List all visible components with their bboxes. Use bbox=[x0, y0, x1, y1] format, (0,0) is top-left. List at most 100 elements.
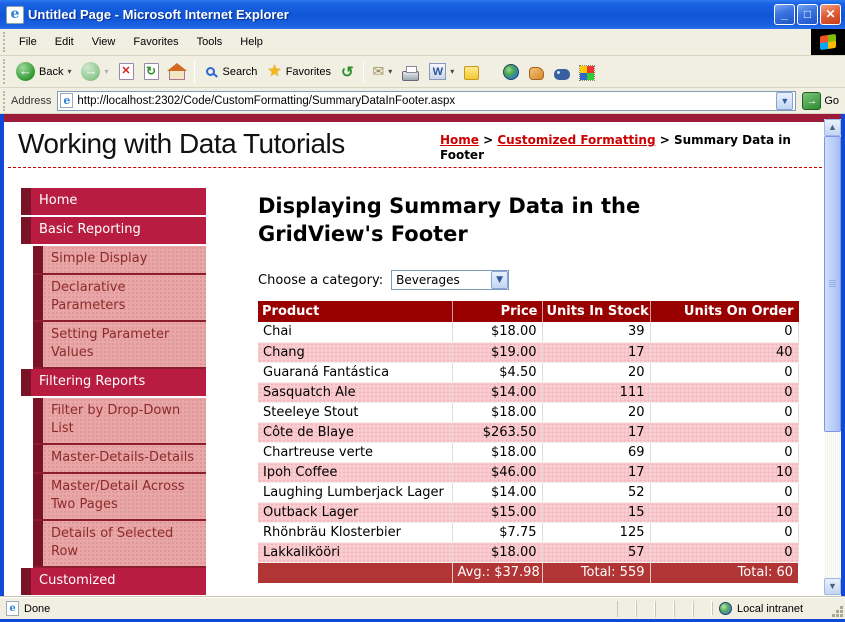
extra-tool-button[interactable] bbox=[524, 61, 549, 83]
status-pane bbox=[674, 600, 693, 617]
toolbar-separator bbox=[193, 60, 195, 83]
menu-item-tools[interactable]: Tools bbox=[196, 36, 223, 48]
main-content: Displaying Summary Data in the GridView'… bbox=[258, 186, 803, 583]
page-top-band bbox=[4, 114, 841, 122]
grid-row: Ipoh Coffee $46.00 17 10 bbox=[258, 462, 799, 483]
grid-cell: 57 bbox=[542, 542, 651, 563]
sidebar-item-label: Master-Details-Details bbox=[43, 445, 206, 472]
sidebar-item[interactable]: Home bbox=[21, 188, 206, 215]
menu-item-edit[interactable]: Edit bbox=[54, 36, 74, 48]
nav-tab bbox=[33, 474, 43, 519]
breadcrumb-section-link[interactable]: Customized Formatting bbox=[497, 133, 656, 147]
grid-cell: Côte de Blaye bbox=[258, 422, 453, 443]
menu-items: File Edit View Favorites Tools Help bbox=[11, 33, 273, 51]
menu-item-view[interactable]: View bbox=[91, 36, 116, 48]
windows-logo bbox=[811, 29, 845, 55]
sidebar-item[interactable]: Filter by Drop-Down List bbox=[33, 398, 206, 445]
sidebar-item[interactable]: Filtering Reports bbox=[21, 369, 206, 396]
forward-button[interactable]: → ▾ bbox=[76, 59, 113, 84]
home-button[interactable] bbox=[164, 61, 190, 83]
address-bar: Address e http://localhost:2302/Code/Cus… bbox=[0, 88, 845, 114]
sidebar-item-label: Details of Selected Row bbox=[43, 521, 206, 566]
mail-dropdown-icon[interactable]: ▾ bbox=[388, 67, 393, 76]
back-dropdown-icon[interactable]: ▾ bbox=[67, 67, 72, 76]
sidebar-item[interactable]: Declarative Parameters bbox=[33, 275, 206, 322]
nav-tab bbox=[21, 217, 31, 244]
mail-button[interactable]: ✉ ▾ bbox=[368, 60, 398, 83]
close-button[interactable]: ✕ bbox=[820, 4, 841, 25]
grid-footer-cell: Avg.: $37.98 bbox=[452, 562, 543, 583]
edit-with-word-button[interactable]: W ▾ bbox=[424, 60, 459, 83]
go-label[interactable]: Go bbox=[824, 94, 839, 107]
category-dropdown-icon[interactable]: ▼ bbox=[491, 271, 509, 289]
grid-cell: $46.00 bbox=[452, 462, 543, 483]
grid-row: Rhönbräu Klosterbier $7.75 125 0 bbox=[258, 522, 799, 543]
forward-dropdown-icon[interactable]: ▾ bbox=[104, 67, 109, 76]
grid-cell: 17 bbox=[542, 422, 651, 443]
back-button[interactable]: ← Back ▾ bbox=[11, 59, 76, 84]
print-button[interactable] bbox=[397, 60, 424, 84]
sidebar-item[interactable]: Master/Detail Across Two Pages bbox=[33, 474, 206, 521]
minimize-button[interactable]: _ bbox=[774, 4, 795, 25]
menu-item-favorites[interactable]: Favorites bbox=[133, 36, 179, 48]
address-dropdown-button[interactable]: ▼ bbox=[776, 91, 794, 110]
security-zone: Local intranet bbox=[712, 602, 842, 615]
scroll-down-icon[interactable]: ▼ bbox=[824, 578, 841, 595]
category-select[interactable]: Beverages ▼ bbox=[391, 270, 510, 290]
grid-cell: 20 bbox=[542, 402, 651, 423]
menu-item-help[interactable]: Help bbox=[240, 36, 263, 48]
grid-cell: 0 bbox=[650, 422, 799, 443]
resize-grip[interactable] bbox=[840, 614, 843, 617]
history-button[interactable]: ↺ bbox=[336, 60, 359, 84]
grid-row: Chartreuse verte $18.00 69 0 bbox=[258, 442, 799, 463]
favorites-button[interactable]: ★ Favorites bbox=[262, 61, 336, 83]
sidebar-item[interactable]: Simple Display bbox=[33, 246, 206, 275]
grid-row: Steeleye Stout $18.00 20 0 bbox=[258, 402, 799, 423]
sidebar-item[interactable]: Details of Selected Row bbox=[33, 521, 206, 568]
grid-row: Guaraná Fantástica $4.50 20 0 bbox=[258, 362, 799, 383]
toolbar-separator-2 bbox=[362, 60, 364, 83]
extra-globe-button[interactable] bbox=[498, 61, 524, 83]
sidebar-item[interactable]: Basic Reporting bbox=[21, 217, 206, 244]
grid-cell: 0 bbox=[650, 522, 799, 543]
zone-label: Local intranet bbox=[737, 602, 804, 615]
grid-cell: 40 bbox=[650, 342, 799, 363]
scrollbar-thumb[interactable] bbox=[824, 136, 841, 432]
grid-cell: 0 bbox=[650, 382, 799, 403]
favorites-star-icon: ★ bbox=[267, 62, 282, 80]
sidebar-item[interactable]: Customized bbox=[21, 568, 206, 595]
discuss-button[interactable] bbox=[459, 60, 484, 83]
menu-item-file[interactable]: File bbox=[19, 36, 37, 48]
grid-cell: 10 bbox=[650, 502, 799, 523]
window-title: Untitled Page - Microsoft Internet Explo… bbox=[28, 7, 289, 22]
address-input[interactable]: e http://localhost:2302/Code/CustomForma… bbox=[57, 90, 797, 111]
status-pane bbox=[655, 600, 674, 617]
breadcrumb-home-link[interactable]: Home bbox=[440, 133, 479, 147]
grid-column-header: Units In Stock bbox=[542, 301, 651, 322]
grid-cell: Chartreuse verte bbox=[258, 442, 453, 463]
research-button[interactable] bbox=[549, 61, 575, 83]
sidebar-item[interactable]: Master-Details-Details bbox=[33, 445, 206, 474]
grid-cell: 39 bbox=[542, 322, 651, 343]
search-button[interactable]: Search bbox=[199, 62, 263, 81]
title-bar: e Untitled Page - Microsoft Internet Exp… bbox=[0, 0, 845, 29]
grid-cell: 111 bbox=[542, 382, 651, 403]
stop-button[interactable]: ✕ bbox=[114, 60, 139, 83]
refresh-button[interactable]: ↻ bbox=[139, 60, 164, 83]
intranet-globe-icon bbox=[719, 602, 732, 615]
addressbar-drag-handle[interactable] bbox=[3, 90, 7, 111]
toolbar-drag-handle-2[interactable] bbox=[3, 59, 7, 84]
toolbar-drag-handle[interactable] bbox=[3, 31, 7, 53]
scroll-up-icon[interactable]: ▲ bbox=[824, 119, 841, 136]
maximize-button[interactable]: □ bbox=[797, 4, 818, 25]
vertical-scrollbar[interactable]: ▲ ▼ bbox=[824, 119, 841, 597]
grid-cell: Ipoh Coffee bbox=[258, 462, 453, 483]
address-url[interactable]: http://localhost:2302/Code/CustomFormatt… bbox=[77, 94, 456, 107]
sidebar-item[interactable]: Setting Parameter Values bbox=[33, 322, 206, 369]
grid-row: Sasquatch Ale $14.00 111 0 bbox=[258, 382, 799, 403]
word-dropdown-icon[interactable]: ▾ bbox=[450, 67, 455, 76]
messenger-button[interactable] bbox=[575, 61, 599, 83]
nav-tab bbox=[33, 445, 43, 472]
go-button[interactable]: → bbox=[802, 91, 822, 110]
